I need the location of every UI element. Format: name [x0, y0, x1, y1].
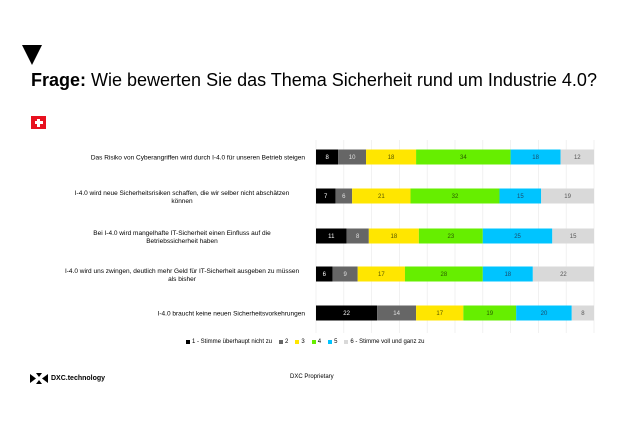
data-label: 9: [344, 272, 348, 278]
chart-legend: 1 - Stimme überhaupt nicht zu 2 3 4 5 6 - Sti…: [186, 339, 424, 345]
bar-segment: [316, 228, 347, 244]
bar-segment: [416, 305, 464, 321]
footer-proprietary: DXC Proprietary: [290, 374, 334, 380]
legend-item: 1 - Stimme überhaupt nicht zu: [186, 339, 272, 345]
legend-swatch: [311, 340, 316, 344]
legend-swatch: [186, 340, 190, 344]
data-label: 22: [343, 311, 350, 317]
data-label: 17: [378, 272, 385, 278]
legend-swatch: [295, 340, 300, 344]
data-label: 6: [342, 194, 346, 200]
bar-segment: [316, 149, 339, 165]
dxc-logo: DXC.technology: [30, 373, 105, 384]
legend-label: 1 - Stimme überhaupt nicht zu: [192, 339, 273, 345]
data-label: 18: [388, 155, 395, 161]
switzerland-flag-icon: [31, 116, 46, 129]
bar-segment: [516, 305, 572, 321]
category-label: I-4.0 braucht keine neuen Sicherheitsvor…: [158, 311, 306, 318]
data-label: 8: [325, 155, 329, 161]
legend-label: 5: [334, 339, 338, 345]
data-label: 10: [349, 155, 356, 161]
legend-swatch: [279, 340, 284, 344]
bar-segment: [560, 149, 594, 165]
data-label: 17: [436, 311, 443, 317]
bar-segment: [541, 188, 594, 204]
data-label: 23: [447, 234, 454, 240]
legend-item: 5: [328, 339, 337, 345]
legend-item: 6 - Stimme voll und ganz zu: [344, 339, 424, 345]
legend-label: 2: [285, 339, 289, 345]
category-label: I-4.0 wird neue Sicherheitsrisiken schaf…: [75, 190, 290, 205]
data-label: 19: [564, 194, 571, 200]
bar-segment: [335, 188, 353, 204]
data-label: 14: [393, 311, 400, 317]
data-label: 21: [378, 194, 385, 200]
legend-label: 4: [317, 339, 322, 345]
bar-segment: [418, 228, 483, 244]
bar-segment: [482, 228, 553, 244]
data-label: 20: [541, 311, 548, 317]
data-label: 7: [324, 194, 328, 200]
logo-text: DXC.technology: [51, 375, 106, 382]
data-label: 22: [560, 272, 567, 278]
bar-segment: [368, 228, 419, 244]
bar-segment: [552, 228, 594, 244]
bar-segment: [357, 266, 405, 282]
bar-segment: [377, 305, 417, 321]
data-label: 32: [452, 194, 459, 200]
page-title: Frage: Wie bewerten Sie das Thema Sicher…: [31, 70, 597, 91]
title-prefix: Frage:: [31, 70, 87, 90]
bar-segment: [416, 149, 511, 165]
bar-segment: [571, 305, 594, 321]
data-label: 19: [486, 311, 493, 317]
bar-segment: [532, 266, 594, 282]
category-label: Das Risiko von Cyberangriffen wird durch…: [91, 155, 306, 162]
legend-item: 4: [311, 339, 322, 345]
bar-segment: [316, 266, 333, 282]
category-label: Bei I-4.0 wird mangelhafte IT-Sicherheit…: [93, 230, 271, 245]
bar-segment: [404, 266, 483, 282]
bar-segment: [338, 149, 367, 165]
data-label: 28: [441, 272, 448, 278]
data-label: 25: [514, 234, 521, 240]
data-label: 11: [328, 234, 335, 240]
data-label: 34: [460, 155, 467, 161]
bar-segment: [482, 266, 533, 282]
legend-label: 3: [301, 339, 305, 345]
dxc-logo-icon: [30, 373, 48, 384]
bar-segment: [366, 149, 417, 165]
data-label: 15: [570, 234, 577, 240]
data-label: 18: [504, 272, 511, 278]
data-label: 8: [581, 311, 585, 317]
bar-segment: [316, 305, 378, 321]
bar-segment: [352, 188, 411, 204]
data-label: 12: [574, 155, 581, 161]
bar-segment: [499, 188, 542, 204]
data-label: 15: [517, 194, 524, 200]
bar-segment: [332, 266, 358, 282]
legend-swatch: [328, 340, 333, 344]
data-label: 18: [390, 234, 397, 240]
title-text: Wie bewerten Sie das Thema Sicherheit ru…: [86, 70, 597, 90]
legend-label: 6 - Stimme voll und ganz zu: [350, 339, 425, 345]
triangle-marker-icon: [22, 45, 42, 65]
legend-swatch: [344, 340, 349, 344]
legend-item: 2: [279, 339, 288, 345]
data-label: 8: [356, 234, 360, 240]
data-label: 18: [532, 155, 539, 161]
bar-segment: [346, 228, 369, 244]
data-label: 6: [323, 272, 327, 278]
bar-segment: [410, 188, 500, 204]
category-label: I-4.0 wird uns zwingen, deutlich mehr Ge…: [65, 268, 300, 283]
legend-item: 3: [295, 339, 305, 345]
bar-segment: [463, 305, 517, 321]
bar-segment: [510, 149, 561, 165]
bar-segment: [316, 188, 336, 204]
